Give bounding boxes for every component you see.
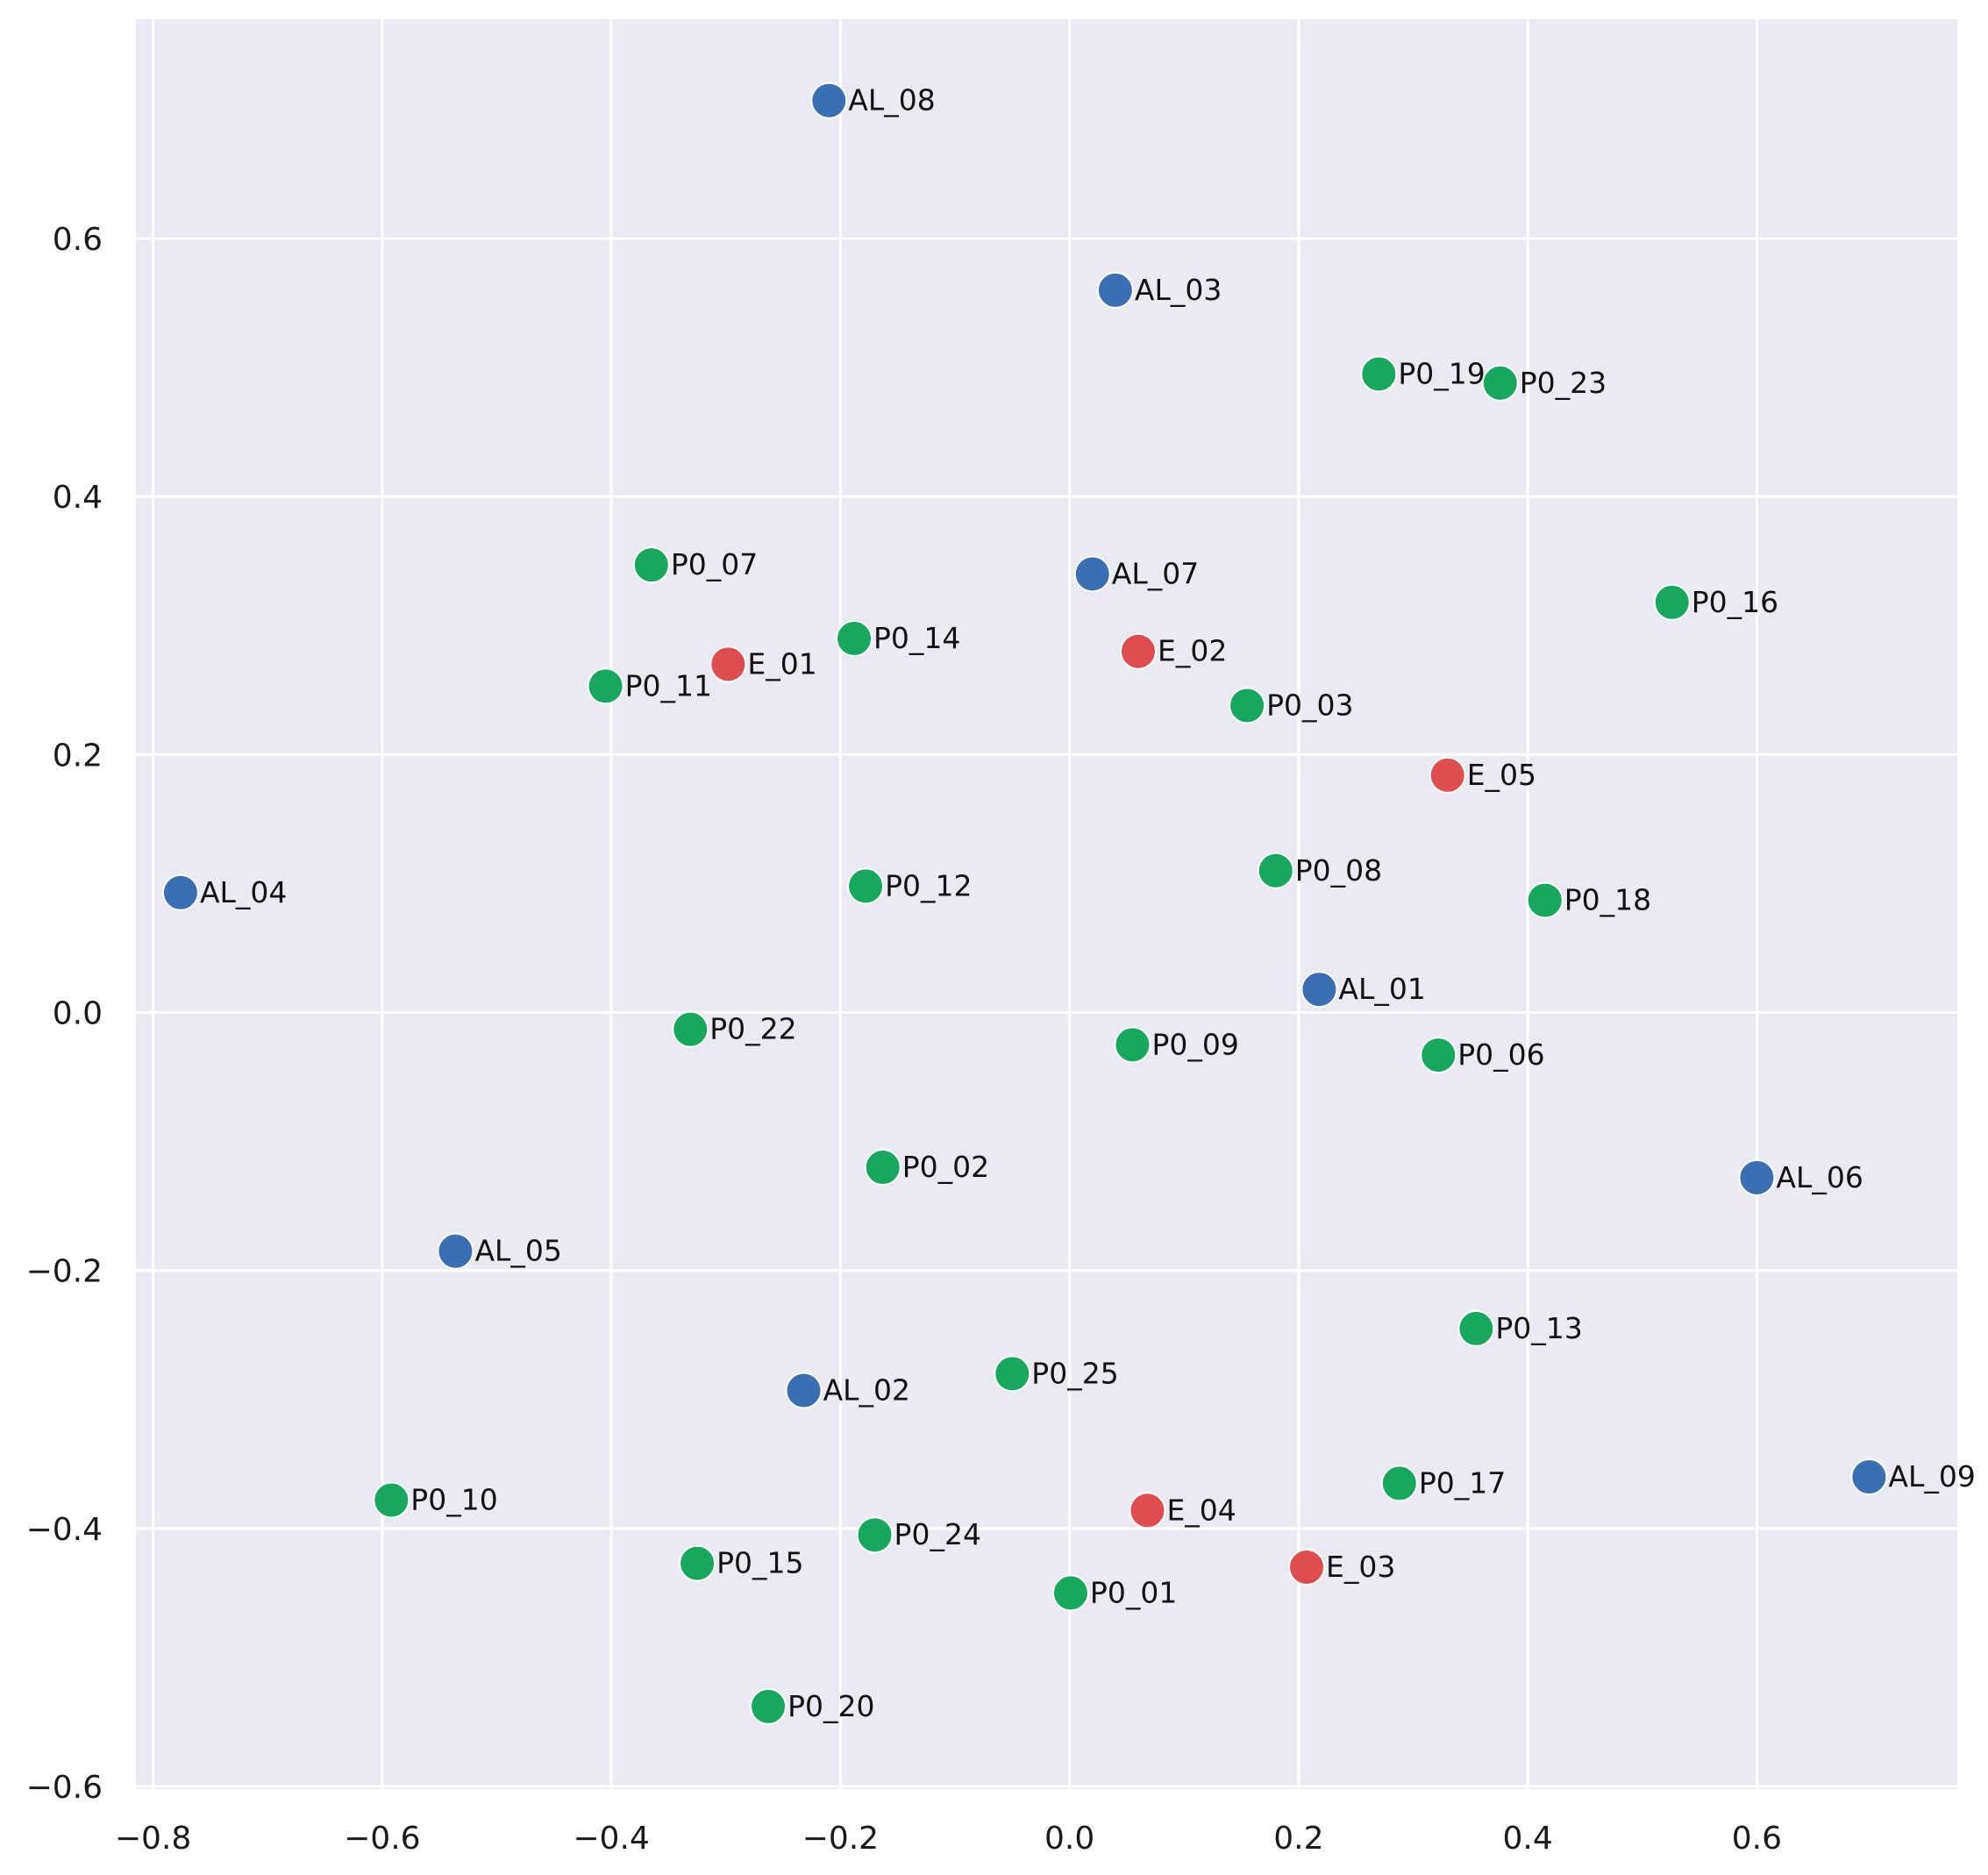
- point-label-p0-12: P0_12: [885, 868, 972, 902]
- point-label-al-04: AL_04: [200, 875, 287, 909]
- x-tick-label: 0.0: [1044, 1821, 1094, 1857]
- point-label-p0-11: P0_11: [625, 668, 712, 702]
- data-point-p0-15: [679, 1544, 716, 1582]
- point-label-al-06: AL_06: [1776, 1160, 1863, 1194]
- data-point-p0-17: [1380, 1465, 1418, 1502]
- data-point-p0-02: [864, 1149, 901, 1187]
- data-point-p0-07: [632, 546, 670, 584]
- point-label-al-03: AL_03: [1135, 273, 1222, 307]
- point-label-e-05: E_05: [1467, 758, 1536, 792]
- data-point-p0-01: [1051, 1574, 1089, 1612]
- data-points: [161, 82, 1888, 1725]
- data-point-p0-09: [1114, 1026, 1151, 1064]
- point-label-p0-03: P0_03: [1266, 688, 1353, 722]
- data-point-p0-08: [1257, 852, 1294, 889]
- data-point-p0-12: [847, 867, 885, 905]
- x-tick-label: −0.2: [802, 1821, 879, 1857]
- point-label-al-07: AL_07: [1112, 556, 1199, 590]
- data-point-p0-19: [1360, 355, 1398, 393]
- point-label-e-03: E_03: [1326, 1550, 1395, 1584]
- x-tick-label: 0.2: [1273, 1821, 1323, 1857]
- point-label-p0-02: P0_02: [902, 1150, 989, 1184]
- data-point-al-03: [1096, 271, 1134, 309]
- data-point-p0-10: [373, 1481, 410, 1519]
- x-axis-ticks: −0.8 −0.6 −0.4 −0.2 0.0 0.2 0.4 0.6: [115, 1821, 1782, 1857]
- data-point-p0-22: [672, 1010, 709, 1048]
- data-point-al-09: [1850, 1458, 1888, 1496]
- y-tick-label: 0.4: [53, 480, 103, 516]
- point-label-p0-15: P0_15: [716, 1546, 803, 1580]
- point-label-p0-22: P0_22: [709, 1012, 796, 1046]
- point-label-al-05: AL_05: [474, 1234, 561, 1268]
- data-point-al-01: [1300, 971, 1338, 1009]
- point-label-e-04: E_04: [1166, 1493, 1236, 1527]
- point-label-p0-06: P0_06: [1457, 1037, 1544, 1072]
- data-point-p0-11: [587, 667, 624, 705]
- chart-background: [136, 19, 1957, 1789]
- point-label-p0-07: P0_07: [671, 547, 758, 581]
- point-label-e-01: E_01: [747, 646, 816, 681]
- point-label-p0-16: P0_16: [1692, 585, 1778, 619]
- data-point-al-06: [1738, 1159, 1776, 1196]
- data-point-e-02: [1120, 632, 1158, 670]
- point-label-p0-23: P0_23: [1520, 366, 1607, 400]
- data-point-e-01: [709, 645, 747, 683]
- point-label-al-09: AL_09: [1888, 1459, 1975, 1494]
- y-tick-label: 0.0: [53, 996, 103, 1032]
- x-tick-label: 0.6: [1732, 1821, 1782, 1857]
- point-label-p0-09: P0_09: [1151, 1027, 1238, 1061]
- point-label-p0-01: P0_01: [1090, 1575, 1177, 1609]
- y-tick-label: −0.4: [26, 1512, 103, 1548]
- y-axis-ticks: −0.6 −0.4 −0.2 0.0 0.2 0.4 0.6: [26, 222, 103, 1806]
- data-point-al-05: [437, 1232, 474, 1270]
- data-point-al-02: [785, 1372, 823, 1409]
- data-point-e-04: [1129, 1492, 1166, 1529]
- data-point-p0-16: [1653, 583, 1691, 621]
- point-label-p0-13: P0_13: [1495, 1311, 1582, 1345]
- data-point-p0-03: [1229, 687, 1266, 724]
- point-label-p0-24: P0_24: [894, 1517, 981, 1551]
- data-point-al-04: [161, 873, 199, 911]
- data-point-p0-13: [1457, 1309, 1495, 1347]
- point-label-e-02: E_02: [1158, 634, 1227, 668]
- point-label-al-01: AL_01: [1338, 972, 1425, 1006]
- data-point-al-07: [1073, 555, 1111, 593]
- point-label-al-08: AL_08: [848, 83, 935, 118]
- data-point-p0-20: [750, 1687, 787, 1725]
- grid-lines: [136, 19, 1957, 1789]
- data-point-p0-24: [856, 1516, 894, 1554]
- y-tick-label: 0.2: [53, 738, 103, 774]
- point-label-p0-08: P0_08: [1295, 853, 1382, 888]
- point-labels: AL_08 AL_03 AL_07 AL_04 AL_01 AL_06 AL_05 AL_02…: [200, 83, 1976, 1723]
- point-label-p0-17: P0_17: [1419, 1465, 1506, 1500]
- x-tick-label: 0.4: [1503, 1821, 1553, 1857]
- data-point-e-03: [1288, 1549, 1326, 1586]
- data-point-p0-18: [1526, 881, 1564, 919]
- x-tick-label: −0.4: [573, 1821, 649, 1857]
- point-label-al-02: AL_02: [823, 1373, 910, 1408]
- data-point-p0-25: [994, 1355, 1031, 1393]
- point-label-p0-18: P0_18: [1564, 883, 1651, 917]
- point-label-p0-19: P0_19: [1398, 356, 1485, 390]
- data-point-e-05: [1429, 756, 1466, 794]
- x-tick-label: −0.6: [344, 1821, 420, 1857]
- y-tick-label: −0.6: [26, 1770, 103, 1806]
- data-point-p0-14: [836, 620, 873, 658]
- point-label-p0-20: P0_20: [787, 1689, 874, 1723]
- point-label-p0-14: P0_14: [873, 621, 960, 655]
- data-point-p0-06: [1420, 1037, 1457, 1074]
- data-point-al-08: [810, 82, 848, 119]
- y-tick-label: −0.2: [26, 1254, 103, 1290]
- point-label-p0-25: P0_25: [1031, 1356, 1118, 1390]
- data-point-p0-23: [1481, 364, 1519, 402]
- x-tick-label: −0.8: [115, 1821, 191, 1857]
- point-label-p0-10: P0_10: [410, 1483, 497, 1517]
- y-tick-label: 0.6: [53, 222, 103, 258]
